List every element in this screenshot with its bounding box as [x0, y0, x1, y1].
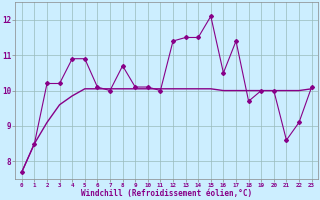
X-axis label: Windchill (Refroidissement éolien,°C): Windchill (Refroidissement éolien,°C) — [81, 189, 252, 198]
